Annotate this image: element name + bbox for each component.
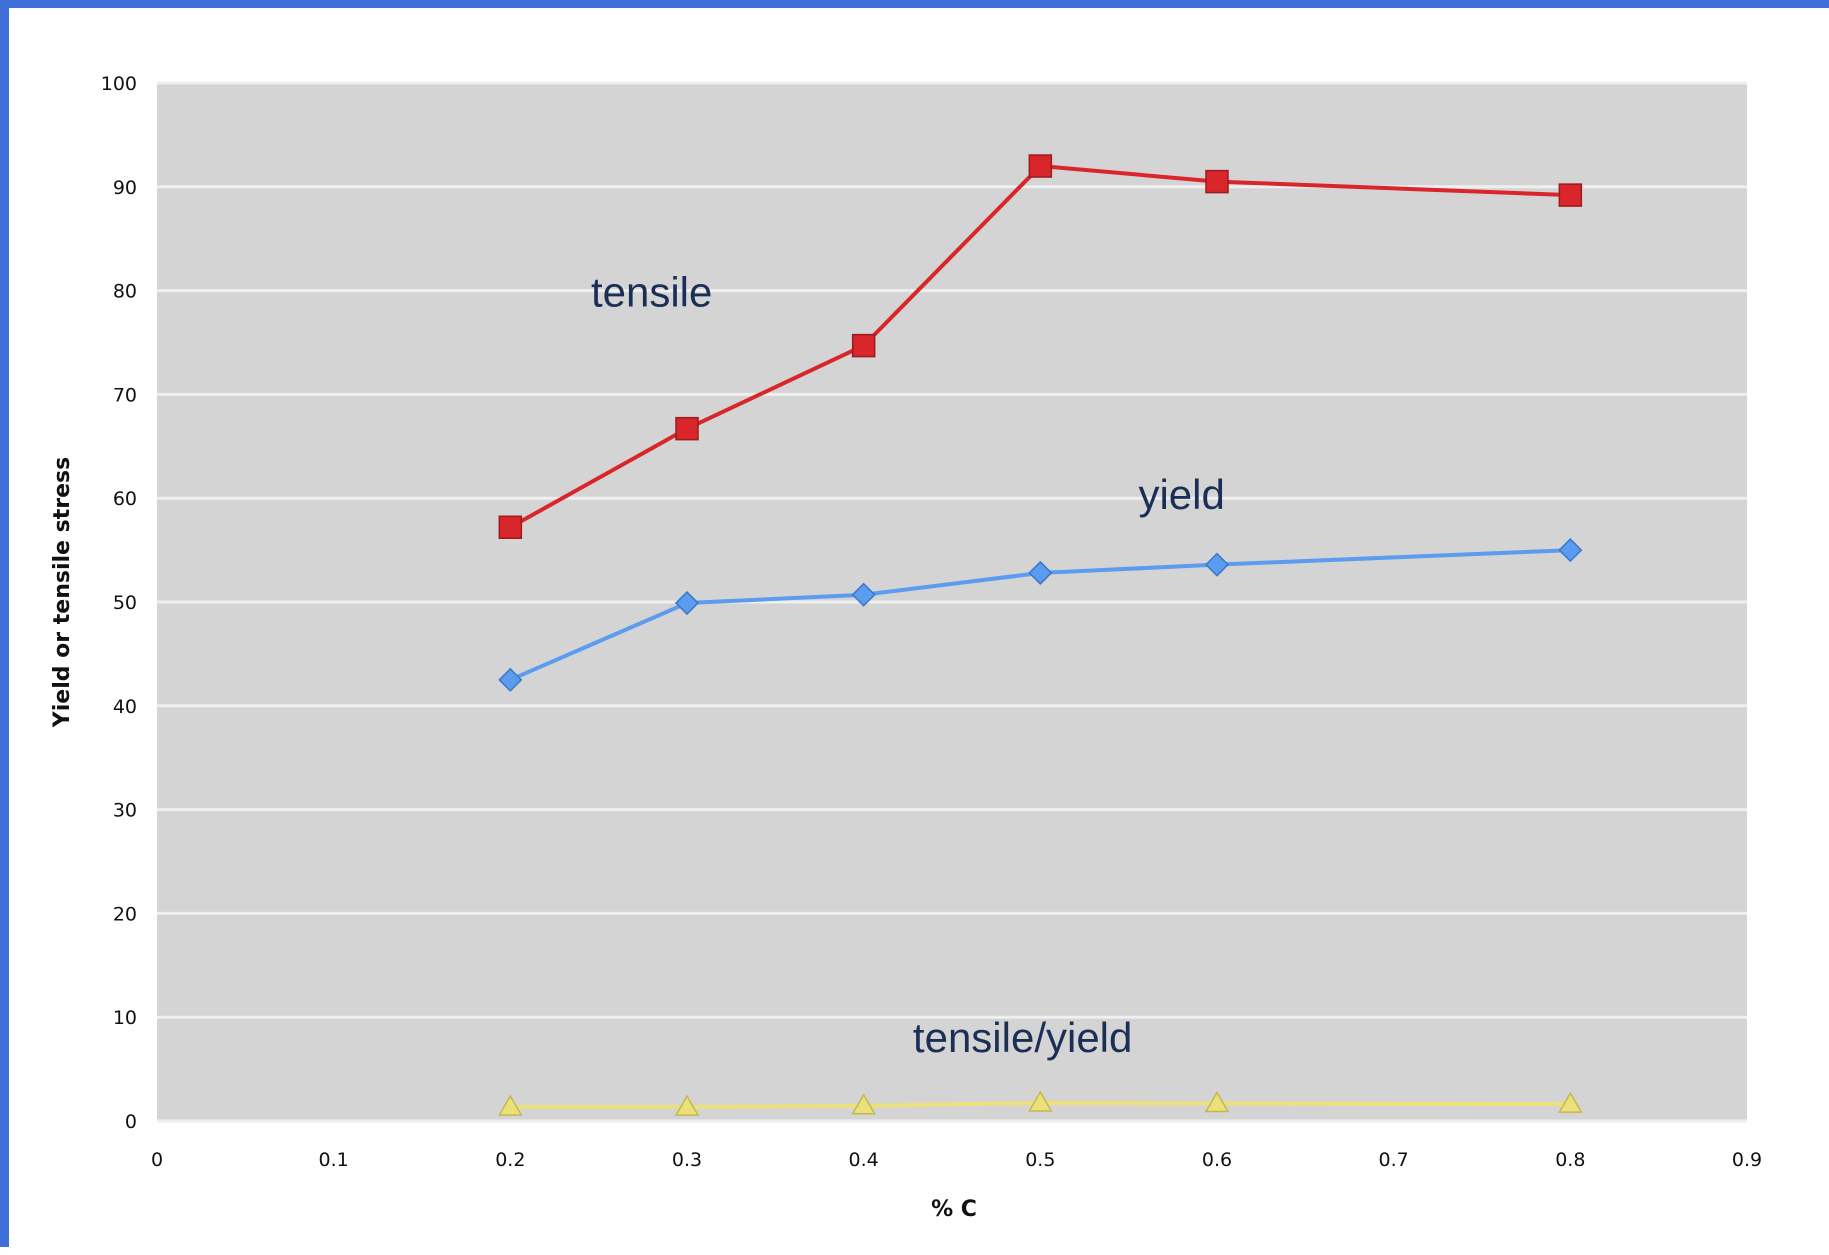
y-tick-label: 100 [101,73,137,95]
annotations: tensile yield tensile/yield [591,269,1225,1061]
data-point-tensile [498,515,523,540]
series-tensile-yield [498,1090,1583,1116]
y-tick-label: 0 [125,1111,137,1133]
y-tick-label: 10 [113,1007,137,1029]
x-tick-label: 0.3 [672,1149,702,1171]
y-tick-label: 50 [113,592,137,614]
x-tick-label: 0.5 [1025,1149,1055,1171]
annotation-tensile-yield: tensile/yield [913,1014,1132,1061]
annotation-tensile: tensile [591,269,712,316]
data-point-tensile-yield [1028,1090,1053,1112]
data-point-tensile-yield [674,1094,700,1116]
x-tick-label: 0.4 [849,1149,879,1171]
data-point-tensile-yield [498,1094,523,1116]
x-tick-label: 0.2 [495,1149,525,1171]
y-axis-ticks: 0 10 20 30 40 50 60 70 80 90 100 [101,73,137,1133]
data-point-yield [851,582,876,607]
series-line-tensile-yield [510,1100,1571,1110]
y-tick-label: 40 [113,696,137,718]
data-point-yield [674,590,700,616]
y-tick-label: 60 [113,488,137,510]
y-tick-label: 20 [113,903,137,925]
x-axis-ticks: 0 0.1 0.2 0.3 0.4 0.5 0.6 0.7 0.8 0.9 [151,1149,1762,1171]
data-point-tensile [675,416,699,441]
y-tick-label: 70 [113,384,137,406]
y-tick-label: 80 [113,281,137,303]
x-tick-label: 0.7 [1379,1149,1409,1171]
data-point-yield [1558,538,1583,563]
data-point-yield [498,667,523,692]
data-point-yield [1028,560,1053,585]
x-tick-label: 0 [151,1149,163,1171]
series-line-tensile [509,164,1571,530]
series-tensile [498,154,1583,540]
gridlines [157,81,1747,1123]
data-point-tensile-yield [851,1093,876,1115]
data-point-tensile [851,333,876,358]
data-point-yield [1204,552,1230,577]
y-tick-label: 90 [113,177,137,199]
x-tick-label: 0.8 [1555,1149,1585,1171]
annotation-yield: yield [1138,471,1224,518]
series-line-yield [509,548,1571,682]
y-tick-label: 30 [113,800,137,822]
x-axis-title: % C [931,1197,977,1222]
data-point-tensile-yield [1558,1091,1583,1113]
x-tick-label: 0.6 [1202,1149,1232,1171]
data-point-tensile-yield [1204,1090,1230,1113]
data-point-tensile [1558,183,1583,207]
data-point-tensile [1028,154,1053,178]
x-tick-label: 0.9 [1732,1149,1762,1171]
y-axis-title: Yield or tensile stress [50,457,75,728]
data-point-tensile [1205,169,1229,194]
series-yield [498,538,1583,692]
series-layer [498,154,1583,1116]
x-tick-label: 0.1 [319,1149,349,1171]
